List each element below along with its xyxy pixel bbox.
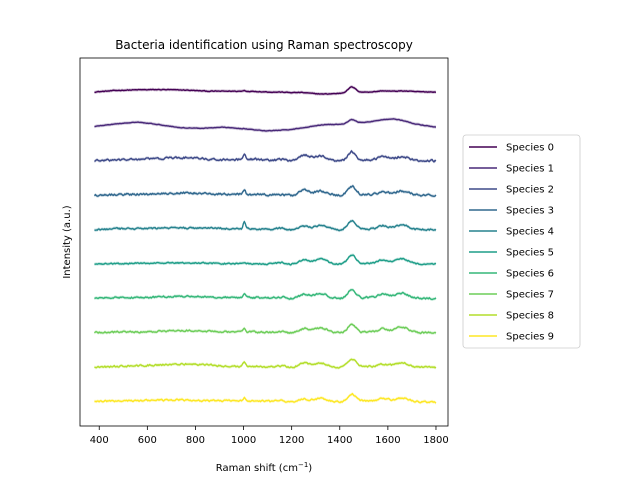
series-band-3 [94,184,436,198]
legend-label-3: Species 3 [506,206,554,217]
y-axis-label: Intensity (a.u.) [62,205,73,278]
series-band-8 [94,357,436,370]
x-tick-label: 1800 [423,435,448,446]
plot-frame [79,57,449,427]
legend-label-8: Species 8 [506,311,554,322]
series-band-7 [94,322,436,336]
chart-title: Bacteria identification using Raman spec… [115,38,413,52]
legend-label-9: Species 9 [506,332,554,343]
x-tick-label: 1600 [375,435,400,446]
legend-label-4: Species 4 [506,227,554,238]
x-tick-label: 800 [186,435,205,446]
x-axis-label-main: Raman shift (cm [216,463,298,474]
x-axis-label: Raman shift (cm−1) [216,461,312,474]
x-tick-label: 400 [90,435,109,446]
series-band-4 [94,218,436,233]
series-line-9 [94,392,437,404]
legend-label-2: Species 2 [506,185,554,196]
series-line-8 [94,358,437,369]
legend-label-5: Species 5 [506,248,554,259]
legend-label-7: Species 7 [506,290,554,301]
legend: Species 0 Species 1 Species 2 Species 3 Spec… [462,134,581,349]
series-line-3 [93,185,437,197]
x-tick-label: 600 [138,435,157,446]
legend-label-1: Species 1 [506,164,554,175]
x-tick-label: 1400 [327,435,352,446]
legend-label-0: Species 0 [506,143,554,154]
series-line-1 [94,118,436,132]
x-axis-label-superscript: −1 [298,461,308,469]
legend-label-6: Species 6 [506,269,554,280]
series-band-6 [94,288,436,301]
x-ticks: 400 600 800 1000 1200 1400 1600 1800 [90,426,449,446]
series-line-6 [94,289,437,301]
x-tick-label: 1000 [231,435,256,446]
series-line-5 [94,254,437,266]
series-band-1 [94,117,436,133]
x-axis-label-suffix: ) [308,463,312,474]
series-line-7 [93,323,437,335]
series-layer [93,85,437,405]
series-line-2 [94,150,437,163]
x-tick-label: 1200 [279,435,304,446]
series-line-4 [94,219,437,232]
series-line-0 [94,86,437,95]
